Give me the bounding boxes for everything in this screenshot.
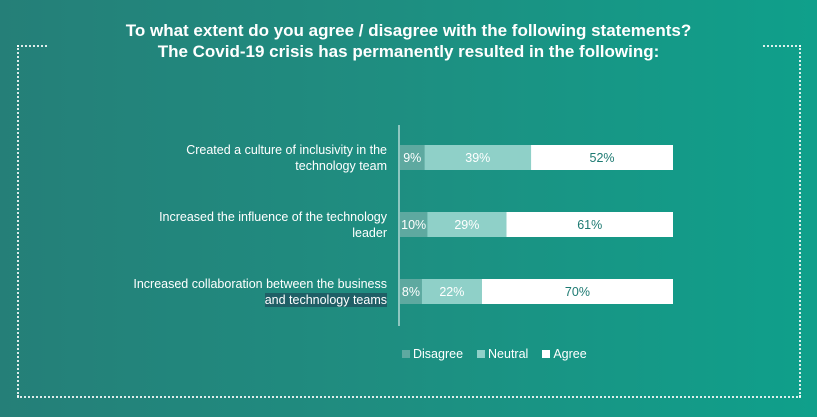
legend-label-disagree: Disagree bbox=[413, 347, 464, 361]
category-label-2: Increased the influence of the technolog… bbox=[40, 209, 387, 241]
data-label-disagree-row-3: 8% bbox=[402, 285, 420, 299]
bar-agree-row-3 bbox=[481, 279, 673, 304]
legend-swatch-agree bbox=[542, 350, 551, 358]
data-label-neutral-row-3: 22% bbox=[439, 285, 464, 299]
frame-left-border bbox=[17, 45, 19, 397]
data-label-disagree-row-2: 10% bbox=[401, 218, 426, 232]
chart-title-line-1: To what extent do you agree / disagree w… bbox=[125, 21, 692, 40]
frame-top-right-border bbox=[763, 45, 801, 47]
legend-item-agree: Agree bbox=[542, 347, 587, 361]
bar-neutral-row-3 bbox=[421, 279, 482, 304]
legend-label-agree: Agree bbox=[553, 347, 587, 361]
bar-disagree-row-1 bbox=[400, 145, 425, 170]
data-label-agree-row-1: 52% bbox=[590, 151, 615, 165]
category-label-2-line-2: leader bbox=[352, 226, 387, 240]
bar-agree-row-1 bbox=[531, 145, 673, 170]
data-label-agree-row-3: 70% bbox=[565, 285, 590, 299]
frame-top-left-border bbox=[17, 45, 47, 47]
chart-legend: Disagree Neutral Agree bbox=[402, 345, 587, 363]
frame-bottom-border bbox=[17, 396, 801, 398]
data-label-neutral-row-1: 39% bbox=[465, 151, 490, 165]
bar-neutral-row-2 bbox=[427, 212, 507, 237]
category-label-1: Created a culture of inclusivity in the … bbox=[40, 142, 387, 174]
legend-item-neutral: Neutral bbox=[477, 347, 528, 361]
category-label-3-highlight: and technology teams bbox=[264, 293, 387, 307]
bar-disagree-row-2 bbox=[400, 212, 428, 237]
chart-title: To what extent do you agree / disagree w… bbox=[0, 20, 817, 62]
frame-right-border bbox=[799, 45, 801, 397]
legend-item-disagree: Disagree bbox=[402, 347, 463, 361]
bar-neutral-row-1 bbox=[424, 145, 532, 170]
bar-disagree-row-3 bbox=[400, 279, 422, 304]
bar-agree-row-2 bbox=[506, 212, 673, 237]
legend-label-neutral: Neutral bbox=[488, 347, 529, 361]
chart-title-line-2: The Covid-19 crisis has permanently resu… bbox=[157, 42, 660, 61]
data-label-neutral-row-2: 29% bbox=[454, 218, 479, 232]
category-label-2-line-1: Increased the influence of the technolog… bbox=[159, 210, 387, 224]
category-label-3-line-1: Increased collaboration between the busi… bbox=[133, 277, 387, 291]
category-label-1-line-1: Created a culture of inclusivity in the bbox=[186, 143, 387, 157]
category-label-3-line-2: and technology teams bbox=[40, 292, 387, 308]
category-label-1-line-2: technology team bbox=[295, 159, 387, 173]
category-label-3: Increased collaboration between the busi… bbox=[40, 276, 387, 308]
legend-swatch-disagree bbox=[402, 350, 410, 358]
legend-swatch-neutral bbox=[477, 350, 486, 358]
data-label-disagree-row-1: 9% bbox=[403, 151, 421, 165]
data-label-agree-row-2: 61% bbox=[577, 218, 602, 232]
